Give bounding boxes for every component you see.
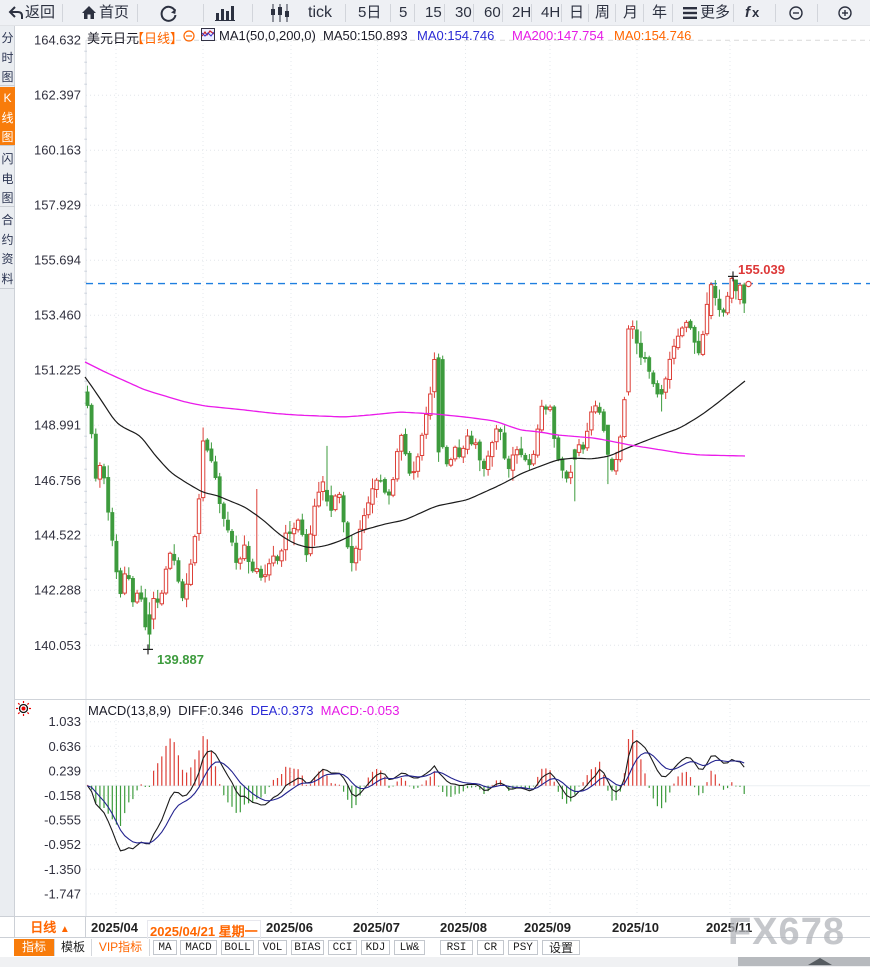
svg-text:155.039: 155.039 xyxy=(738,262,785,277)
svg-text:155.694: 155.694 xyxy=(34,253,81,268)
svg-text:0.636: 0.636 xyxy=(48,739,81,754)
svg-text:153.460: 153.460 xyxy=(34,308,81,323)
svg-text:-0.158: -0.158 xyxy=(44,788,81,803)
svg-text:160.163: 160.163 xyxy=(34,143,81,158)
svg-text:146.756: 146.756 xyxy=(34,473,81,488)
svg-text:139.887: 139.887 xyxy=(157,652,204,667)
svg-text:144.522: 144.522 xyxy=(34,528,81,543)
svg-text:157.929: 157.929 xyxy=(34,198,81,213)
svg-text:-0.952: -0.952 xyxy=(44,837,81,852)
svg-text:140.053: 140.053 xyxy=(34,638,81,653)
svg-text:142.288: 142.288 xyxy=(34,583,81,598)
svg-text:162.397: 162.397 xyxy=(34,88,81,103)
svg-text:-0.555: -0.555 xyxy=(44,813,81,828)
svg-text:0.239: 0.239 xyxy=(48,763,81,778)
svg-text:1.033: 1.033 xyxy=(48,714,81,729)
svg-text:-1.350: -1.350 xyxy=(44,862,81,877)
svg-text:148.991: 148.991 xyxy=(34,418,81,433)
svg-text:164.632: 164.632 xyxy=(34,33,81,48)
svg-text:151.225: 151.225 xyxy=(34,363,81,378)
svg-text:-1.747: -1.747 xyxy=(44,886,81,901)
